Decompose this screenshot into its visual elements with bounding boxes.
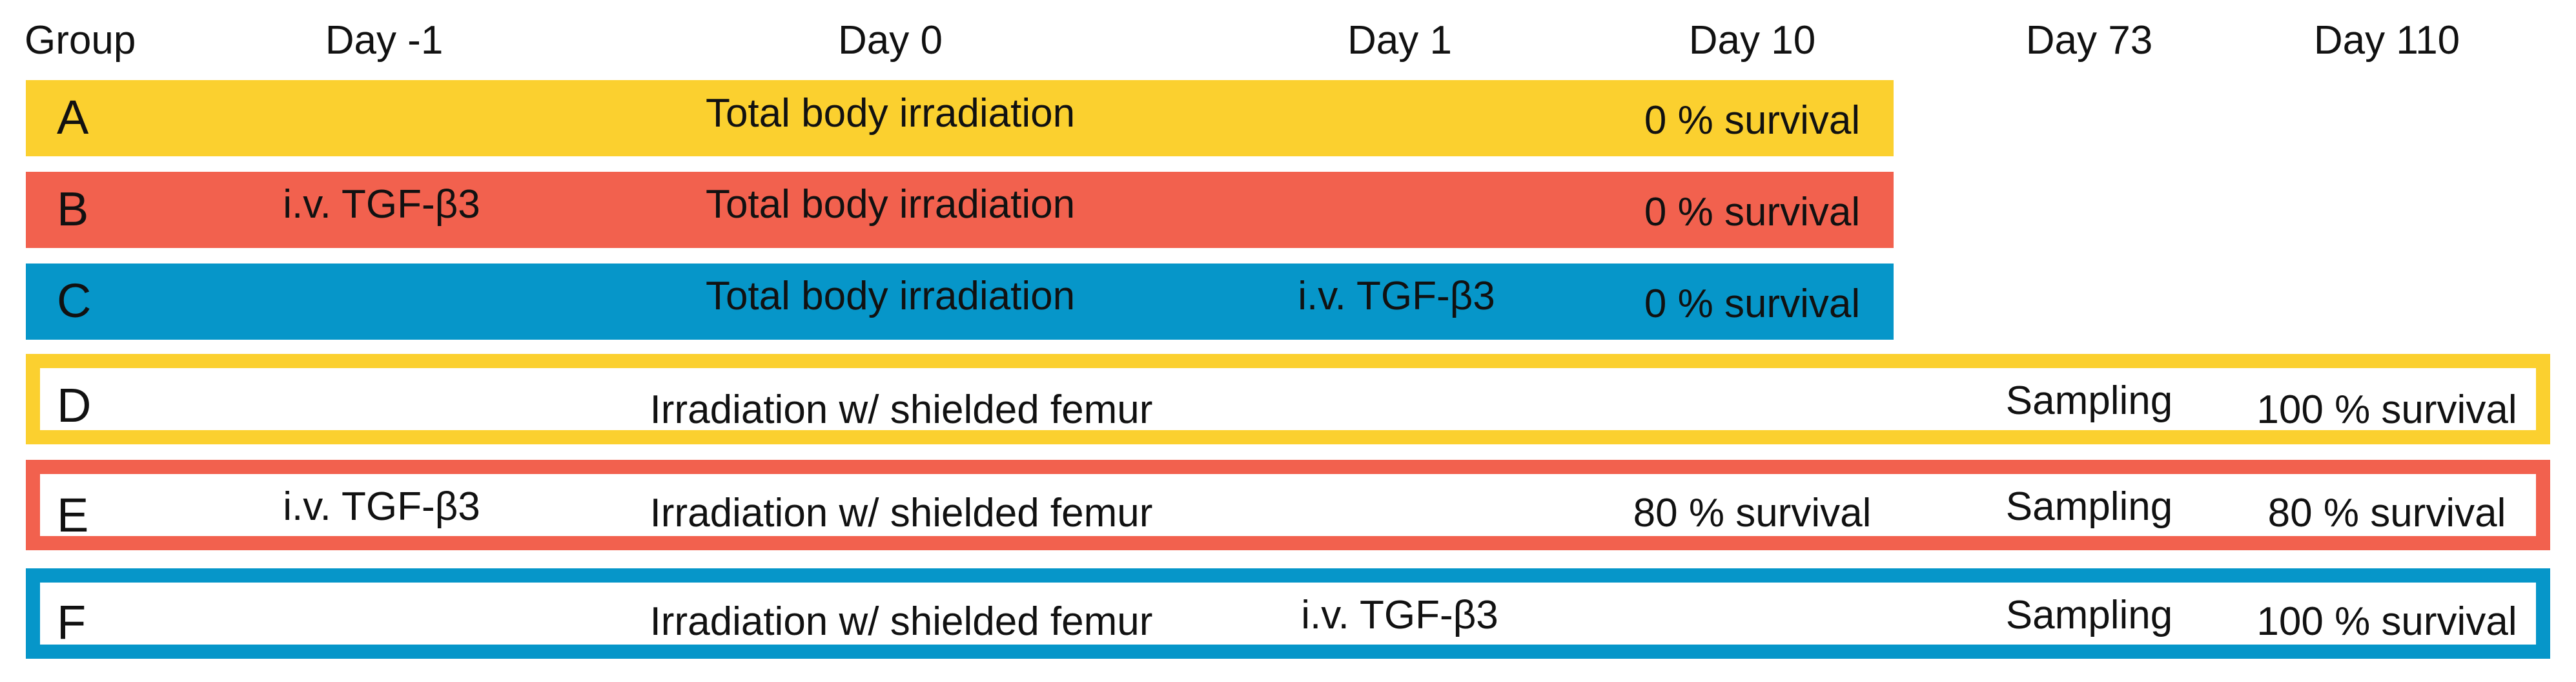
day73-event: Sampling (2005, 484, 2173, 529)
day-minus1-event: i.v. TGF-β3 (283, 484, 480, 529)
group-letter: F (57, 595, 87, 649)
group-letter: E (57, 488, 89, 542)
day0-event: Total body irradiation (705, 91, 1076, 136)
group-row-d: D Irradiation w/ shielded femur Sampling… (26, 354, 2550, 444)
day-minus1-event: i.v. TGF-β3 (283, 182, 480, 227)
group-row-c: C Total body irradiation i.v. TGF-β3 0 %… (26, 264, 1894, 340)
day10-outcome: 0 % survival (1644, 98, 1861, 143)
day110-outcome: 100 % survival (2256, 388, 2517, 432)
header-day-minus1: Day -1 (325, 18, 444, 63)
header-day10: Day 10 (1688, 18, 1816, 63)
day73-event: Sampling (2005, 593, 2173, 637)
day10-outcome: 0 % survival (1644, 282, 1861, 326)
group-letter: D (57, 378, 92, 432)
day10-outcome: 0 % survival (1644, 190, 1861, 234)
group-letter: B (57, 182, 89, 236)
group-row-e: E i.v. TGF-β3 Irradiation w/ shielded fe… (26, 460, 2550, 550)
header-day0: Day 0 (838, 18, 943, 63)
header-group: Group (25, 18, 136, 63)
day0-event: Irradiation w/ shielded femur (649, 491, 1153, 535)
day10-outcome: 80 % survival (1633, 491, 1872, 535)
day1-event: i.v. TGF-β3 (1301, 593, 1498, 637)
header-day73: Day 73 (2025, 18, 2153, 63)
day0-event: Irradiation w/ shielded femur (649, 388, 1153, 432)
group-letter: A (57, 90, 89, 144)
day1-event: i.v. TGF-β3 (1298, 274, 1495, 318)
day0-event: Total body irradiation (705, 182, 1076, 227)
header-day110: Day 110 (2313, 18, 2460, 63)
group-row-b: B i.v. TGF-β3 Total body irradiation 0 %… (26, 172, 1894, 248)
day0-event: Total body irradiation (705, 274, 1076, 318)
day0-event: Irradiation w/ shielded femur (649, 599, 1153, 644)
group-row-f: F Irradiation w/ shielded femur i.v. TGF… (26, 568, 2550, 659)
group-letter: C (57, 274, 92, 327)
day110-outcome: 100 % survival (2256, 599, 2517, 644)
group-row-a: A Total body irradiation 0 % survival (26, 80, 1894, 156)
day73-event: Sampling (2005, 378, 2173, 423)
header-day1: Day 1 (1347, 18, 1452, 63)
day110-outcome: 80 % survival (2267, 491, 2506, 535)
